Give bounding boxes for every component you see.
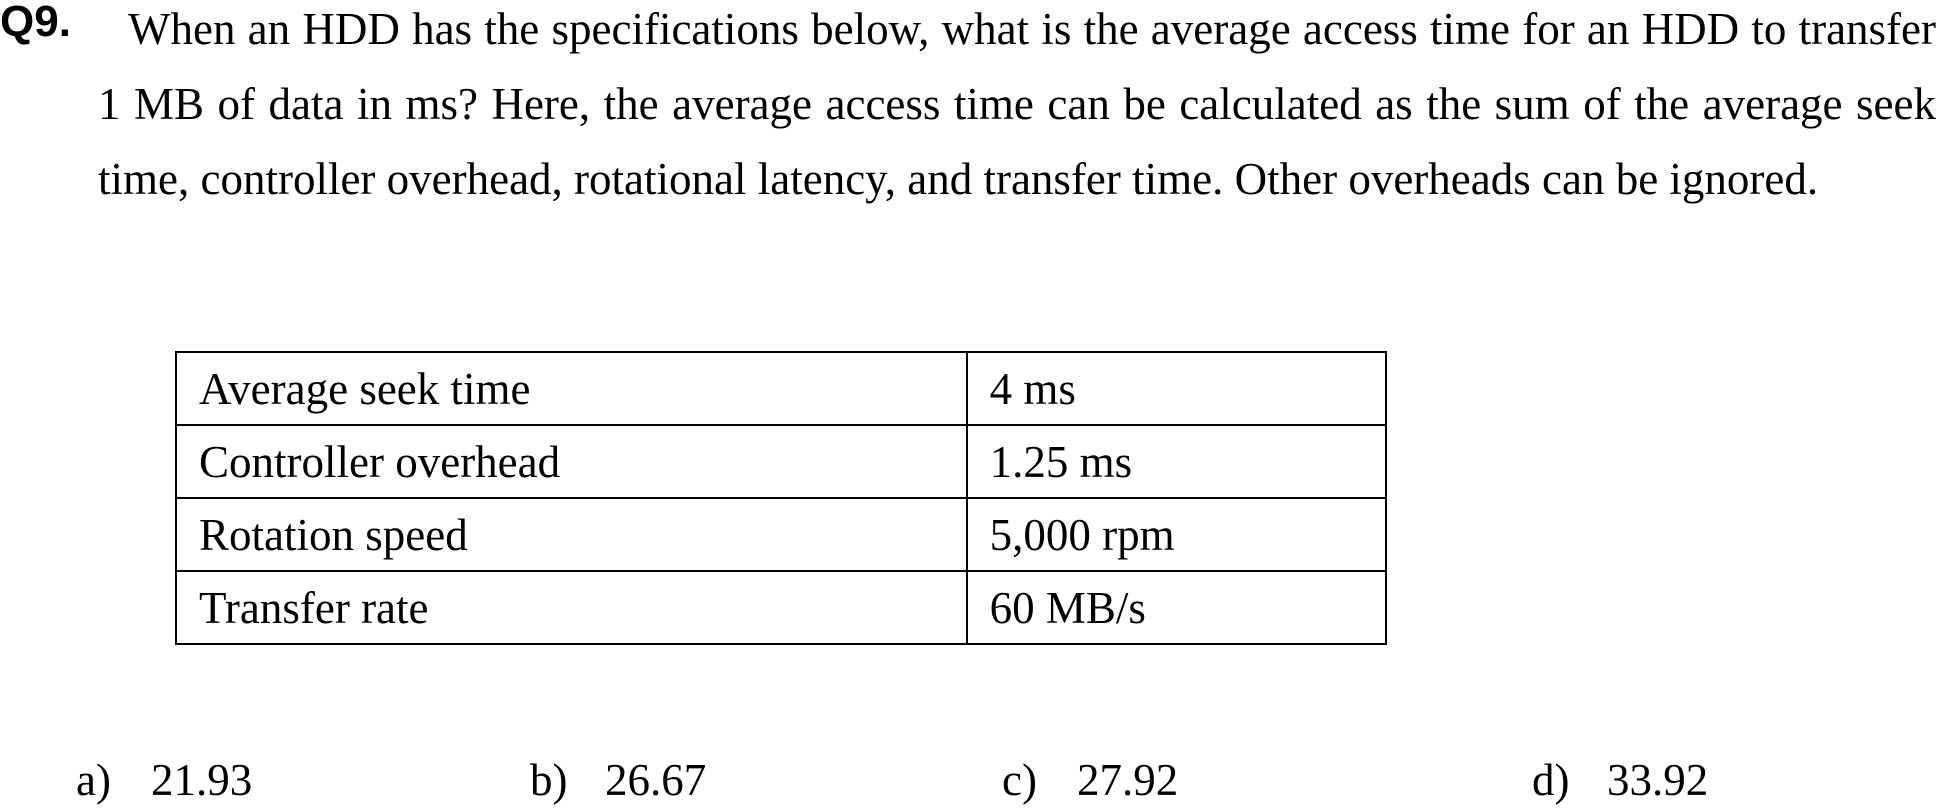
table-row: Rotation speed 5,000 rpm <box>175 497 1388 572</box>
spec-label: Average seek time <box>175 351 968 426</box>
choice-value: 33.92 <box>1607 755 1709 805</box>
spec-label: Transfer rate <box>175 570 968 645</box>
table-row: Controller overhead 1.25 ms <box>175 424 1388 499</box>
choice-value: 27.92 <box>1077 755 1179 805</box>
choice-letter: c) <box>1002 755 1037 805</box>
answer-choice-d[interactable]: d) 33.92 <box>1532 749 1708 811</box>
table-row: Transfer rate 60 MB/s <box>175 570 1388 645</box>
choice-letter: a) <box>76 755 111 805</box>
choice-value: 21.93 <box>151 755 253 805</box>
question-number: Q9. <box>0 0 71 46</box>
choice-letter: b) <box>530 755 568 805</box>
spec-value: 5,000 rpm <box>965 497 1388 572</box>
spec-value: 4 ms <box>965 351 1388 426</box>
table-row: Average seek time 4 ms <box>175 351 1388 426</box>
spec-value: 1.25 ms <box>965 424 1388 499</box>
answer-choice-c[interactable]: c) 27.92 <box>1002 749 1178 811</box>
spec-label: Controller overhead <box>175 424 968 499</box>
choice-letter: d) <box>1532 755 1570 805</box>
hdd-specifications-table: Average seek time 4 ms Controller overhe… <box>175 351 1388 645</box>
choice-value: 26.67 <box>605 755 707 805</box>
answer-choice-a[interactable]: a) 21.93 <box>76 749 252 811</box>
question-text: When an HDD has the specifications below… <box>98 4 1936 204</box>
spec-value: 60 MB/s <box>965 570 1388 645</box>
spec-label: Rotation speed <box>175 497 968 572</box>
answer-choice-b[interactable]: b) 26.67 <box>530 749 706 811</box>
